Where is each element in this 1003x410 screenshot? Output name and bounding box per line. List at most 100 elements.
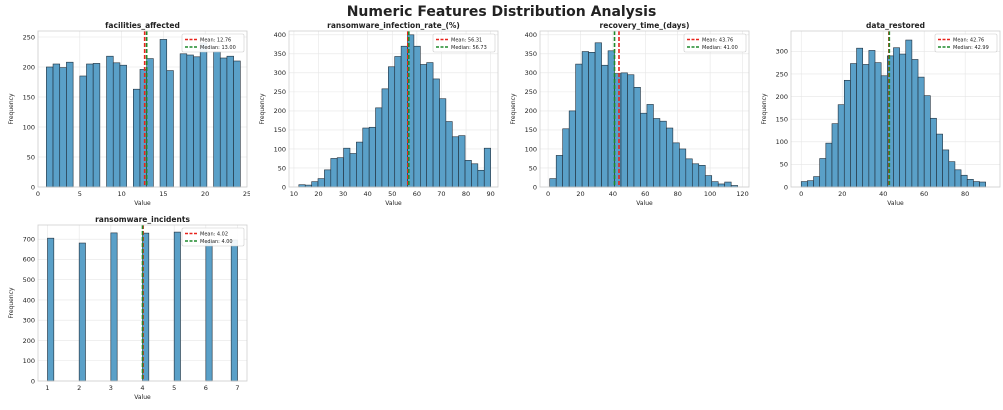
legend-box [181, 33, 245, 53]
histogram-bar [717, 183, 725, 188]
x-tick-label: 6 [204, 384, 208, 392]
histogram-bar [86, 63, 94, 188]
x-tick-label: 40 [609, 190, 617, 198]
histogram-bar [640, 112, 648, 188]
x-tick-label: 0 [546, 190, 550, 198]
chart-title: ransomware_incidents [95, 215, 190, 224]
y-tick-label: 0 [784, 183, 788, 191]
chart-svg: 10 20 30 40 50 60 70 80 90 0 50 100 150 200 250 300 350 4… [259, 21, 499, 207]
y-tick-label: 100 [23, 357, 35, 365]
y-tick-label: 250 [776, 70, 788, 78]
x-tick-label: 40 [364, 190, 372, 198]
x-tick-label: 10 [117, 190, 125, 198]
histogram-bar [471, 163, 479, 188]
plot-frame [288, 30, 499, 188]
x-tick-label: 7 [235, 384, 239, 392]
histogram-bar [110, 232, 118, 382]
y-tick-label: 200 [525, 107, 537, 115]
x-tick-label: 1 [45, 384, 49, 392]
x-tick-label: 5 [172, 384, 176, 392]
histogram-bar [960, 174, 968, 188]
chart-svg: 0 20 40 60 80 0 50 100 150 200 250 300 data_restored… [761, 21, 1001, 207]
x-axis-label: Value [636, 200, 653, 207]
histogram-bar [581, 51, 589, 188]
x-tick-label: 20 [314, 190, 322, 198]
y-tick-label: 300 [525, 69, 537, 77]
histogram-bar [930, 117, 937, 188]
histogram-bar [813, 176, 820, 188]
x-tick-label: 80 [462, 190, 470, 198]
y-tick-label: 150 [274, 126, 286, 134]
x-tick-label: 100 [704, 190, 716, 198]
histogram-bar [973, 181, 980, 188]
y-tick-label: 250 [274, 88, 286, 96]
histogram-bar [439, 98, 447, 188]
legend-median-label: Median: 56.73 [451, 45, 487, 51]
x-tick-label: 4 [140, 384, 144, 392]
histogram-bar [375, 107, 383, 188]
histogram-bar [394, 56, 402, 188]
histogram-bar [594, 42, 602, 188]
histogram-bar [349, 153, 357, 188]
y-tick-label: 400 [23, 296, 35, 304]
histogram-bar [979, 181, 986, 188]
legend-median-label: Median: 13.00 [200, 45, 236, 51]
legend-box [432, 33, 496, 53]
histogram-bar [193, 56, 201, 188]
histogram-bar [166, 70, 174, 188]
histogram-bar [47, 237, 55, 382]
x-tick-label: 50 [388, 190, 396, 198]
histogram-bar [464, 160, 472, 188]
y-tick-label: 250 [23, 33, 35, 41]
x-tick-label: 15 [159, 190, 167, 198]
histogram-bar [173, 231, 181, 382]
legend-box [934, 33, 998, 53]
histogram-bar [868, 50, 876, 188]
y-tick-label: 100 [525, 145, 537, 153]
x-tick-label: 80 [961, 190, 969, 198]
y-tick-label: 150 [525, 126, 537, 134]
histogram-bar [451, 136, 459, 188]
histogram-bar [112, 62, 121, 188]
histogram-ransomware-incidents: 1 2 3 4 5 6 7 0 100 200 300 400 500 600 700 ransomware_… [0, 210, 250, 410]
histogram-bar [685, 158, 693, 188]
histogram-bar [159, 39, 168, 188]
histogram-bar [893, 47, 900, 188]
x-tick-label: 20 [576, 190, 584, 198]
histogram-bar [724, 181, 732, 188]
histogram-bar [633, 87, 641, 188]
y-tick-label: 400 [274, 31, 286, 39]
histogram-bar [330, 158, 338, 188]
y-tick-label: 100 [776, 138, 788, 146]
histogram-bar [426, 62, 434, 188]
y-tick-label: 0 [31, 183, 35, 191]
histogram-bar [837, 104, 845, 188]
y-tick-label: 50 [278, 164, 286, 172]
y-tick-label: 150 [23, 93, 35, 101]
histogram-bar [119, 64, 127, 188]
histogram-bar [146, 58, 154, 188]
x-tick-label: 60 [413, 190, 421, 198]
histogram-bar [226, 55, 234, 188]
histogram-bar [368, 126, 376, 188]
legend: Mean: 12.76 Median: 13.00 [181, 33, 245, 53]
y-tick-label: 100 [274, 145, 286, 153]
x-tick-label: 80 [674, 190, 682, 198]
legend: Mean: 56.31 Median: 56.73 [432, 33, 496, 53]
histogram-bar [568, 110, 576, 188]
histogram-bar [607, 50, 615, 188]
y-tick-label: 300 [23, 317, 35, 325]
histogram-bar [213, 51, 221, 188]
chart-title: facilities_affected [105, 21, 180, 30]
histogram-bar [620, 72, 628, 188]
histogram-bar [356, 141, 364, 188]
histogram-bar [477, 169, 485, 188]
histogram-bar [52, 63, 61, 188]
legend-median-label: Median: 4.00 [200, 239, 233, 245]
y-tick-label: 350 [525, 50, 537, 58]
histogram-bar [555, 155, 563, 188]
histogram-bar [807, 180, 814, 188]
y-axis-label: Frequency [761, 93, 768, 124]
histogram-data-restored: 0 20 40 60 80 0 50 100 150 200 250 300 data_restored… [753, 16, 1003, 216]
histogram-bar [400, 45, 408, 188]
